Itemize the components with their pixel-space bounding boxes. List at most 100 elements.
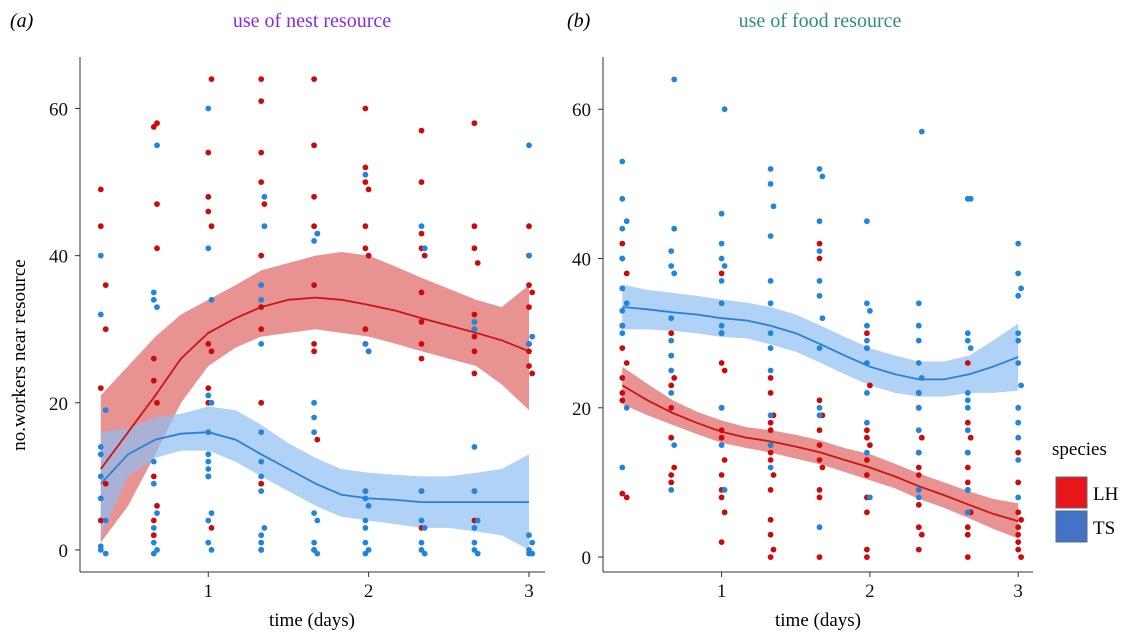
panel-b-point-lh [816, 494, 823, 501]
panel-a-point-lh [208, 525, 215, 531]
panel-b-point-ts [867, 494, 873, 501]
panel-a-point-ts [205, 451, 212, 458]
legend-swatch-lh [1055, 476, 1088, 509]
panel-b-point-lh [1015, 539, 1022, 545]
panel-a-point-lh [97, 385, 104, 391]
panel-a-point-ts [362, 488, 369, 494]
panel-a-point-ts [421, 550, 428, 557]
panel-a-point-lh [311, 223, 317, 230]
panel-a-point-ts [258, 488, 265, 494]
panel-b-point-ts [816, 524, 823, 531]
panel-b-point-ts [967, 195, 974, 202]
panel-b-point-lh [864, 434, 870, 441]
panel-a-point-ts [526, 252, 532, 259]
panel-a-point-ts [150, 539, 157, 546]
panel-a-point-ts [154, 304, 160, 310]
panel-b-point-lh [770, 546, 777, 553]
panel-a-point-lh [471, 370, 478, 377]
panel-b-point-lh [964, 524, 971, 531]
panel-b-plot-area [619, 76, 1024, 560]
panel-b-point-lh [1015, 524, 1022, 531]
panel-b-point-lh [668, 472, 675, 478]
panel-b-trend-line-lh [621, 384, 1019, 523]
panel-a-point-ts [311, 414, 317, 421]
panel-b-point-lh [1015, 531, 1022, 538]
panel-a-point-ts [205, 245, 212, 252]
panel-a-point-ts [362, 495, 369, 502]
panel-a-point-ts [314, 517, 321, 524]
panel-b-point-ts [767, 300, 774, 307]
panel-a-point-ts [362, 171, 369, 178]
panel-b-point-lh [718, 539, 725, 545]
panel-a-point-ts [205, 429, 212, 436]
panel-a-point-ts [258, 547, 265, 553]
panel-a-point-ts [311, 539, 317, 546]
panel-b-point-ts [918, 128, 925, 135]
panel-b-point-lh [1018, 554, 1024, 560]
panel-a-point-ts [208, 510, 215, 516]
panel-b-point-lh [767, 531, 774, 538]
panel-a-point-lh [258, 76, 265, 82]
panel-a-point-ts [526, 532, 532, 539]
panel-a-point-lh [471, 245, 478, 252]
panel-b-point-lh [964, 531, 971, 538]
panel-a-point-lh [205, 193, 212, 200]
panel-a-point-lh [471, 348, 478, 355]
legend-label-ts: TS [1093, 518, 1115, 539]
panel-b-point-lh [718, 434, 725, 441]
panel-a-point-lh [418, 127, 425, 134]
panel-b-point-ts [767, 412, 774, 419]
panel-a-point-ts [474, 517, 481, 524]
panel-b-x-tick-label: 2 [865, 581, 875, 602]
panel-b-point-lh [864, 427, 870, 434]
panel-a-point-ts [421, 245, 428, 252]
panel-a-point-ts [362, 341, 369, 347]
panel-b-point-lh [623, 360, 630, 366]
panel-a-point-lh [208, 223, 215, 230]
panel-a-point-ts [471, 444, 478, 450]
panel-b-point-lh [767, 419, 774, 426]
panel-b-point-ts [1015, 292, 1022, 299]
panel-a-point-ts [205, 517, 212, 524]
panel-a-point-lh [150, 532, 157, 539]
panel-b-point-lh [767, 457, 774, 463]
panel-a-point-lh [154, 120, 160, 127]
panel-a-point-lh [150, 355, 157, 362]
panel-b-point-ts [671, 225, 678, 232]
panel-b-point-ts [718, 330, 725, 337]
panel-b-point-ts [915, 337, 922, 344]
panel-b-point-ts [867, 307, 873, 314]
panel-b-point-ts [964, 427, 971, 434]
panel-b-point-ts [668, 248, 675, 255]
panel-b-point-lh [767, 487, 774, 493]
panel-a-point-ts [150, 550, 157, 557]
panel-a-point-lh [529, 289, 536, 296]
panel-b-point-ts [668, 337, 675, 344]
panel-b-point-ts [816, 345, 823, 351]
panel-a-point-ts [102, 407, 109, 413]
panel-a-point-lh [526, 304, 532, 310]
panel-a-point-lh [526, 223, 532, 230]
panel-b-point-ts [619, 285, 626, 292]
panel-b-point-lh [767, 390, 774, 396]
panel-b-point-ts [770, 203, 777, 210]
panel-a-point-ts [102, 550, 109, 557]
panel-a-point-ts [311, 429, 317, 436]
panel-b-point-lh [1018, 516, 1024, 523]
panel-a-point-lh [474, 260, 481, 266]
panel-a-point-ts [208, 399, 215, 406]
panel-a-point-lh [205, 208, 212, 215]
panel-a-point-lh [258, 179, 265, 186]
panel-a-point-ts [418, 223, 425, 230]
panel-a-point-ts [471, 539, 478, 546]
panel-b-point-lh [864, 472, 870, 478]
panel-b-point-lh [915, 472, 922, 478]
panel-b-point-ts [767, 166, 774, 172]
panel-a-point-lh [362, 223, 369, 230]
panel-b-point-ts [1015, 457, 1022, 463]
panel-a-point-ts [150, 289, 157, 296]
panel-a-point-lh [205, 341, 212, 347]
panel-b-point-ts [964, 509, 971, 516]
panel-a-trend-line-ts [100, 431, 529, 503]
